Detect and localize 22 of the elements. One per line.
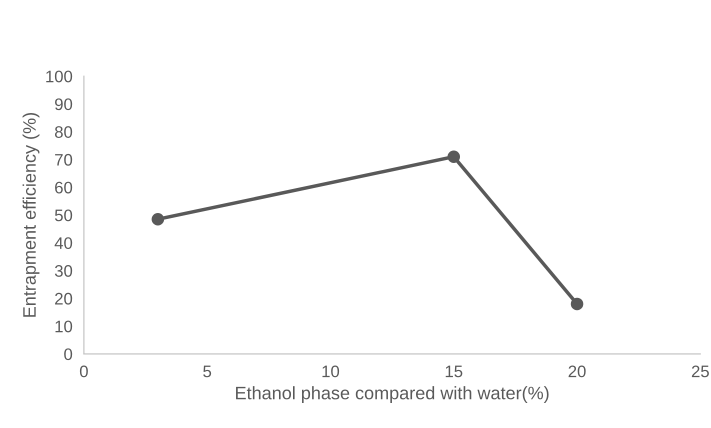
x-tick-label: 10 (322, 366, 340, 378)
point (448, 150, 460, 163)
y-tick-label: 80 (54, 126, 72, 138)
x-tick-label: 0 (80, 366, 88, 378)
y-tick-label: 10 (56, 320, 72, 332)
point (152, 212, 164, 226)
y-tick-label: 90 (55, 98, 72, 110)
x-tick-label: 25 (692, 366, 709, 378)
y-tick-label: 30 (54, 265, 72, 277)
y-tick-label: 70 (55, 154, 72, 166)
x-tick-label: 20 (568, 366, 586, 378)
y-tick-label: 20 (55, 292, 72, 305)
x-axis-title: Ethanol phase compared with water(%) (236, 386, 549, 403)
point (570, 298, 584, 310)
y-axis-title: Entrapment efficiency (%) (22, 112, 40, 317)
x-tick-label: 5 (203, 366, 212, 378)
y-tick-label: 0 (64, 348, 72, 360)
y-tick-label: 100 (46, 70, 72, 82)
x-tick-label: 15 (446, 366, 462, 378)
y-tick-label: 60 (55, 182, 72, 194)
y-tick-label: 50 (54, 209, 72, 222)
y-tick-label: 40 (54, 237, 72, 250)
